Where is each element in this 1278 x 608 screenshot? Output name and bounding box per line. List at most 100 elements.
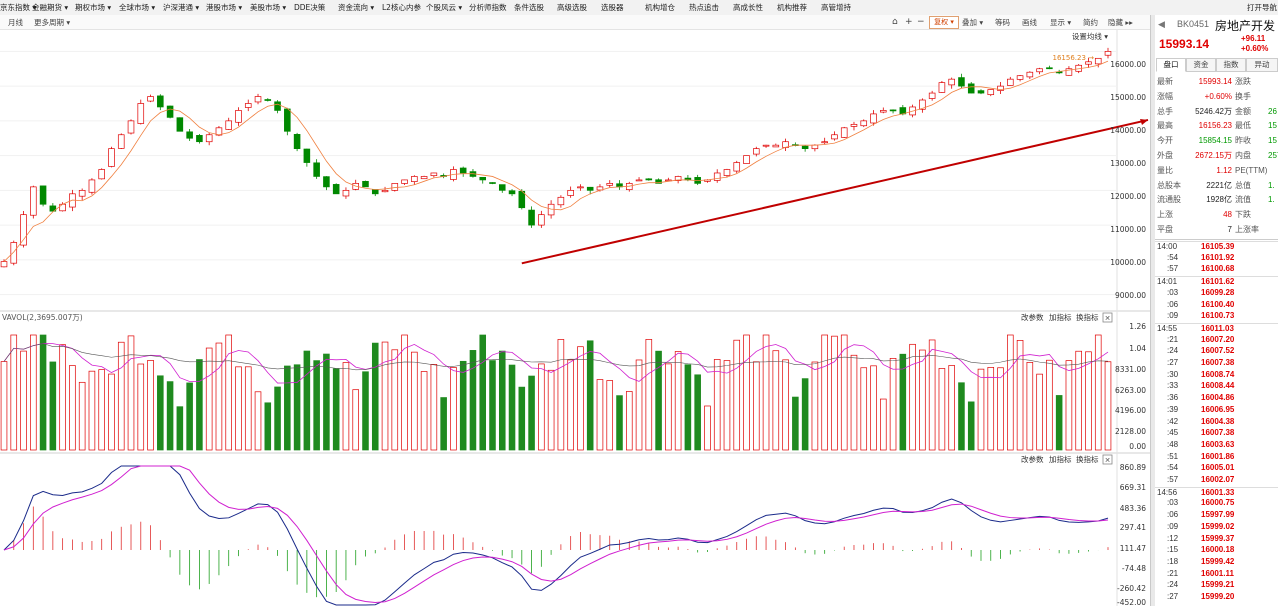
menu-item[interactable]: L2核心内参 — [382, 3, 421, 12]
volume-bar — [733, 339, 741, 451]
candle — [743, 155, 750, 164]
menu-item[interactable]: 热点追击 — [689, 3, 719, 12]
collapse-arrow-icon[interactable]: ◀ — [1158, 19, 1165, 29]
volume-bar — [938, 368, 946, 451]
macd-switch-indicator-button[interactable]: 换指标 — [1076, 454, 1099, 464]
tick-time: :36 — [1167, 393, 1179, 403]
candle — [1036, 68, 1043, 73]
menu-item[interactable]: 条件选股 — [514, 3, 544, 12]
volume-bar — [792, 396, 799, 451]
trend-line[interactable] — [521, 118, 1149, 265]
menu-item[interactable]: 京东指数 ▾ — [0, 3, 37, 12]
candle — [577, 186, 584, 189]
menu-item[interactable]: 高级选股 — [557, 3, 587, 12]
stat-row: 平盘 7 上涨率 — [1155, 223, 1278, 237]
chart-area[interactable]: 16000.00 15000.00 14000.00 13000.00 1200… — [0, 30, 1150, 607]
candle — [117, 134, 125, 149]
ma-settings-dropdown[interactable]: 设置均线 ▾ — [1072, 31, 1108, 41]
tick-time: :57 — [1167, 475, 1179, 484]
zoom-in-icon[interactable]: + — [905, 17, 913, 27]
fq-dropdown[interactable]: 复权 ▾ — [929, 16, 959, 29]
menu-item[interactable]: 机构推荐 — [777, 3, 807, 12]
menu-item[interactable]: 选股器 — [601, 3, 624, 12]
home-icon[interactable]: ⌂ — [892, 17, 898, 27]
volume-bar — [274, 386, 281, 451]
candlestick-chart[interactable]: 16000.00 15000.00 14000.00 13000.00 1200… — [0, 30, 1150, 607]
tick-price: 16006.95 — [1201, 404, 1235, 414]
volume-bar — [1104, 361, 1112, 451]
menu-item[interactable]: 全球市场 ▾ — [119, 3, 156, 12]
equal-button[interactable]: 等码 — [995, 18, 1010, 27]
volume-bar — [293, 364, 301, 451]
candle — [127, 120, 135, 134]
volume-bar — [254, 391, 262, 451]
candle — [254, 96, 262, 103]
macd-add-indicator-button[interactable]: 加指标 — [1049, 454, 1072, 464]
tick-row: :30 16008.74 — [1155, 370, 1278, 380]
stat-value: 2221亿 — [1206, 180, 1232, 190]
tab-index[interactable]: 指数 — [1216, 58, 1246, 72]
tick-row: :39 16006.95 — [1155, 405, 1278, 415]
tick-row: :33 16008.44 — [1155, 381, 1278, 391]
stat-value: 2672.15万 — [1195, 151, 1232, 160]
tick-time: :27 — [1167, 358, 1179, 367]
quote-panel: ◀ BK0451 房地产开发 15993.14 +96.11 +0.60% 盘口… — [1155, 15, 1278, 606]
tick-row: 14:56 16001.33 — [1155, 486, 1278, 498]
macd-axis: 860.89 669.31 483.36 297.41 111.47 -74.4… — [1117, 463, 1146, 607]
candle — [39, 185, 47, 205]
vol-switch-indicator-button[interactable]: 换指标 — [1076, 312, 1099, 322]
macd-axis-label: 669.31 — [1120, 483, 1146, 492]
menu-item[interactable]: 资金流向 ▾ — [338, 3, 375, 12]
open-nav-link[interactable]: 打开导航 — [1247, 3, 1277, 12]
candle — [850, 123, 858, 127]
menu-item[interactable]: 期权市场 ▾ — [75, 3, 112, 12]
macd-close-icon[interactable] — [1102, 454, 1113, 465]
volume-bar — [78, 381, 86, 451]
candle — [371, 189, 379, 195]
menu-item[interactable]: 个股风云 ▾ — [426, 3, 463, 12]
menu-item[interactable]: 分析师指数 — [469, 3, 507, 12]
draw-line-button[interactable]: 画线 — [1022, 18, 1037, 27]
vol-add-indicator-button[interactable]: 加指标 — [1049, 312, 1072, 322]
menu-item[interactable]: DDE决策 — [294, 3, 326, 12]
panel-splitter[interactable] — [1150, 15, 1156, 606]
candle — [264, 99, 272, 101]
candle — [411, 176, 418, 182]
stat-value: +0.60% — [1204, 91, 1232, 101]
volume-bar — [117, 341, 125, 451]
display-dropdown[interactable]: 显示 ▾ — [1050, 18, 1072, 27]
period-month-button[interactable]: 月线 — [8, 18, 23, 27]
zoom-out-icon[interactable]: − — [917, 17, 925, 27]
vol-close-icon[interactable] — [1102, 312, 1113, 323]
tab-funds[interactable]: 资金 — [1186, 58, 1216, 72]
vol-modify-params-button[interactable]: 改参数 — [1021, 312, 1044, 322]
menu-item[interactable]: 美股市场 ▾ — [250, 3, 287, 12]
tab-anomaly[interactable]: 异动 — [1246, 58, 1278, 72]
simple-button[interactable]: 简约 — [1083, 18, 1098, 27]
tick-row: :03 16099.28 — [1155, 288, 1278, 298]
menu-item[interactable]: 机构增仓 — [645, 3, 675, 12]
candle — [498, 184, 506, 191]
price-axis-label: 9000.00 — [1115, 291, 1146, 300]
tab-order-book[interactable]: 盘口 — [1156, 58, 1186, 72]
more-periods-dropdown[interactable]: 更多周期 ▾ — [34, 18, 71, 27]
volume-bar — [157, 375, 164, 451]
candle — [1065, 68, 1073, 76]
menu-item[interactable]: 港股市场 ▾ — [206, 3, 243, 12]
vol-ma-line — [3, 343, 1109, 371]
macd-modify-params-button[interactable]: 改参数 — [1021, 454, 1044, 464]
hide-button[interactable]: 隐藏 ▸▸ — [1108, 18, 1133, 27]
menu-item[interactable]: 沪深港通 ▾ — [163, 3, 200, 12]
menu-item[interactable]: 高成长性 — [733, 3, 763, 12]
menu-item[interactable]: 金融期货 ▾ — [32, 3, 69, 12]
volume-bar — [303, 350, 311, 451]
candle — [967, 83, 975, 94]
tick-time: :54 — [1167, 463, 1179, 473]
vol-axis-label: 1.04 — [1129, 344, 1146, 353]
volume-bar — [518, 386, 526, 451]
volume-bar — [1075, 350, 1082, 451]
overlay-dropdown[interactable]: 叠加 ▾ — [962, 18, 984, 27]
stat-value: 16156.23 — [1198, 121, 1232, 131]
volume-bar — [440, 397, 447, 451]
menu-item[interactable]: 高管增持 — [821, 3, 851, 12]
